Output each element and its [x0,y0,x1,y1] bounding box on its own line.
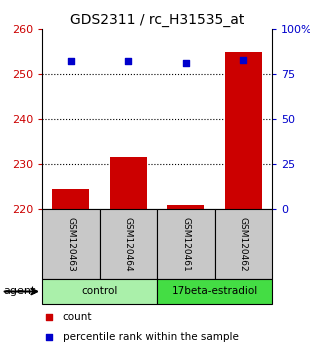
Bar [157,209,215,279]
Point [46,335,51,340]
Text: control: control [81,286,118,297]
Point [46,314,51,320]
Point [183,61,188,66]
Text: agent: agent [3,286,35,297]
Bar [157,279,272,304]
Text: GSM120463: GSM120463 [66,217,75,272]
Text: GSM120462: GSM120462 [239,217,248,271]
Bar [52,189,90,209]
Point [68,59,73,64]
Title: GDS2311 / rc_H31535_at: GDS2311 / rc_H31535_at [70,13,244,27]
Bar [224,52,262,209]
Bar [100,209,157,279]
Text: GSM120461: GSM120461 [181,217,190,272]
Bar [42,279,157,304]
Point [126,59,131,64]
Bar [109,157,147,209]
Text: GSM120464: GSM120464 [124,217,133,271]
Text: count: count [63,312,92,322]
Bar [167,205,204,209]
Text: percentile rank within the sample: percentile rank within the sample [63,332,239,342]
Bar [215,209,272,279]
Bar [42,209,100,279]
Point [241,57,246,63]
Text: 17beta-estradiol: 17beta-estradiol [171,286,258,297]
